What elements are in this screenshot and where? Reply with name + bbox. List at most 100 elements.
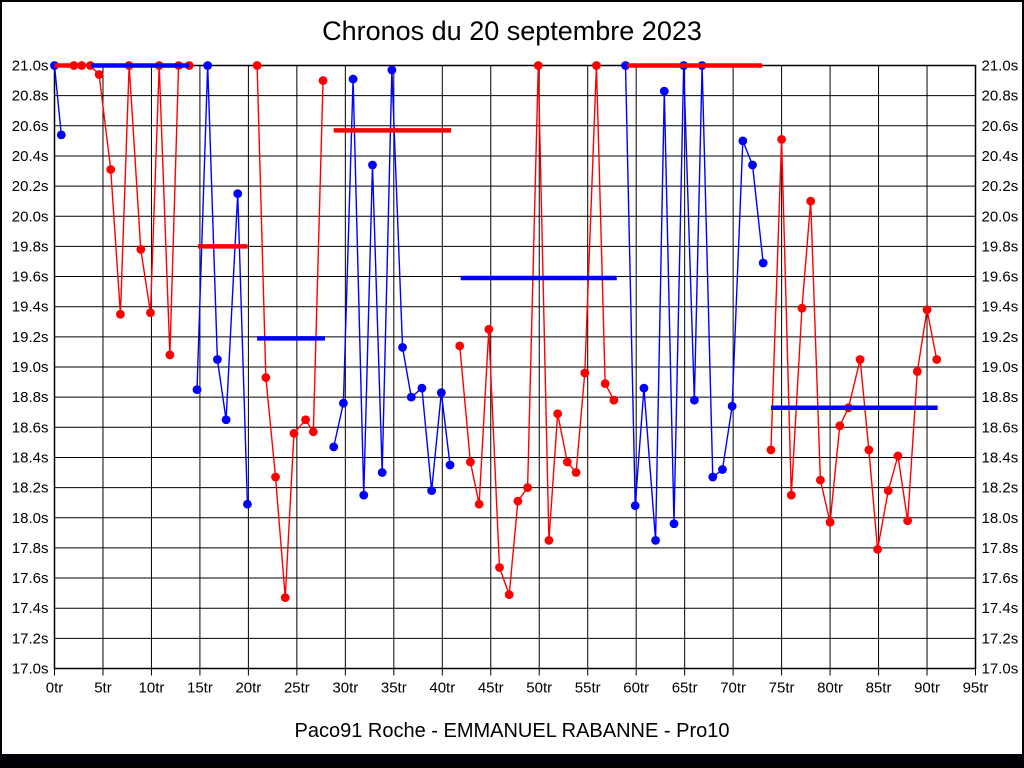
y-tick-label-right: 19.0s: [982, 359, 1019, 376]
x-tick-label: 70tr: [720, 680, 746, 697]
y-tick-label-right: 20.8s: [982, 88, 1019, 105]
series-blue-point: [630, 501, 640, 511]
series-red-line: [459, 65, 615, 595]
y-tick-label-left: 19.8s: [12, 238, 49, 255]
series-blue-point: [727, 401, 737, 411]
x-tick-label: 65tr: [672, 680, 698, 697]
series-red-line: [770, 139, 938, 550]
series-blue-point: [212, 355, 222, 364]
series-blue-point: [339, 398, 348, 408]
series-red-point: [289, 428, 299, 438]
y-tick-label-left: 17.2s: [12, 630, 49, 647]
y-tick-label-right: 17.0s: [982, 661, 1019, 678]
x-tick-label: 30tr: [332, 680, 358, 697]
y-tick-label-left: 19.0s: [12, 359, 49, 376]
y-tick-label-right: 19.2s: [982, 329, 1019, 346]
series-red-point: [466, 457, 475, 467]
series-red-point: [855, 355, 865, 364]
y-tick-label-left: 19.2s: [12, 329, 49, 346]
series-red-point: [455, 341, 465, 351]
bottom-bar: [2, 754, 1022, 766]
y-tick-label-left: 18.4s: [12, 449, 49, 466]
series-blue-point: [748, 160, 757, 170]
series-blue-point: [417, 383, 427, 393]
y-tick-label-left: 19.4s: [12, 299, 49, 316]
x-tick-label: 35tr: [381, 680, 407, 697]
series-red-point: [922, 305, 932, 315]
series-blue-point: [348, 74, 358, 84]
series-blue-point: [639, 383, 649, 393]
x-tick-label: 85tr: [866, 680, 892, 697]
x-tick-label: 0tr: [46, 680, 64, 697]
series-blue-point: [377, 468, 387, 477]
series-red-point: [116, 309, 125, 319]
chart-canvas: 0tr 5tr 10tr 15tr 20tr 25tr 30tr 35tr 40tr 45tr 50…: [12, 58, 1019, 697]
plot-border: [53, 64, 977, 670]
series-red-point: [571, 468, 581, 477]
x-tick-label: 40tr: [429, 680, 455, 697]
series-blue-point: [243, 499, 252, 509]
series-red-point: [271, 472, 280, 482]
series-red-point: [165, 350, 175, 360]
series-red-line: [73, 64, 190, 355]
series-red-point: [912, 367, 922, 376]
y-tick-label-left: 20.0s: [12, 208, 49, 225]
y-tick-label-right: 21.0s: [982, 58, 1019, 75]
series-blue-point: [651, 535, 660, 545]
series-red-point: [474, 499, 484, 509]
series-red-point: [562, 457, 572, 467]
series-blue-point: [659, 86, 669, 96]
series-red-point: [903, 516, 913, 526]
y-tick-label-right: 20.6s: [982, 118, 1019, 135]
series-red-point: [553, 409, 563, 419]
series-red-point: [136, 245, 146, 254]
x-tick-label: 55tr: [575, 680, 601, 697]
y-tick-label-left: 17.4s: [12, 600, 49, 617]
series-blue-line: [333, 69, 451, 496]
y-tick-label-left: 18.8s: [12, 389, 49, 406]
series-blue-point: [359, 490, 369, 500]
y-tick-label-left: 20.6s: [12, 118, 49, 135]
series-red-point: [106, 165, 116, 174]
chart-caption: Paco91 Roche - EMMANUEL RABANNE - Pro10: [294, 720, 730, 742]
series-blue-line: [196, 65, 249, 505]
x-tick-label: 80tr: [817, 680, 843, 697]
x-tick-label: 20tr: [235, 680, 261, 697]
y-tick-label-left: 17.0s: [12, 661, 49, 678]
series-red-point: [609, 395, 619, 405]
series-red-point: [484, 324, 494, 334]
x-tick-label: 15tr: [187, 680, 213, 697]
series-blue-point: [233, 189, 243, 199]
chart-title: Chronos du 20 septembre 2023: [322, 16, 702, 46]
y-tick-label-left: 19.6s: [12, 269, 49, 286]
x-tick-label: 90tr: [914, 680, 940, 697]
series-blue-point: [406, 392, 416, 402]
series-blue-point: [758, 258, 768, 268]
series-red-point: [797, 303, 807, 313]
series-red-point: [308, 427, 318, 437]
x-tick-label: 75tr: [769, 680, 795, 697]
y-tick-label-right: 19.6s: [982, 269, 1019, 286]
series-red-point: [786, 490, 796, 500]
series-red-point: [864, 445, 874, 455]
series-red-point: [592, 61, 601, 70]
y-tick-label-left: 20.4s: [12, 148, 49, 165]
series-blue-point: [669, 519, 679, 529]
series-red-point: [600, 379, 610, 388]
y-tick-label-right: 18.4s: [982, 449, 1019, 466]
series-red-point: [932, 355, 942, 364]
series-blue-point: [738, 136, 748, 146]
series-red-point: [815, 475, 825, 485]
series-blue-point: [718, 465, 727, 474]
series-blue-point: [427, 486, 437, 496]
series-blue-point: [203, 61, 213, 70]
y-tick-label-right: 17.4s: [982, 600, 1019, 617]
y-tick-label-left: 17.6s: [12, 570, 49, 587]
x-tick-label: 45tr: [478, 680, 504, 697]
series-red-point: [544, 535, 554, 545]
x-tick-label: 25tr: [284, 680, 310, 697]
y-tick-label-left: 18.2s: [12, 480, 49, 497]
series-blue-point: [689, 395, 699, 405]
series-red-point: [533, 61, 543, 70]
